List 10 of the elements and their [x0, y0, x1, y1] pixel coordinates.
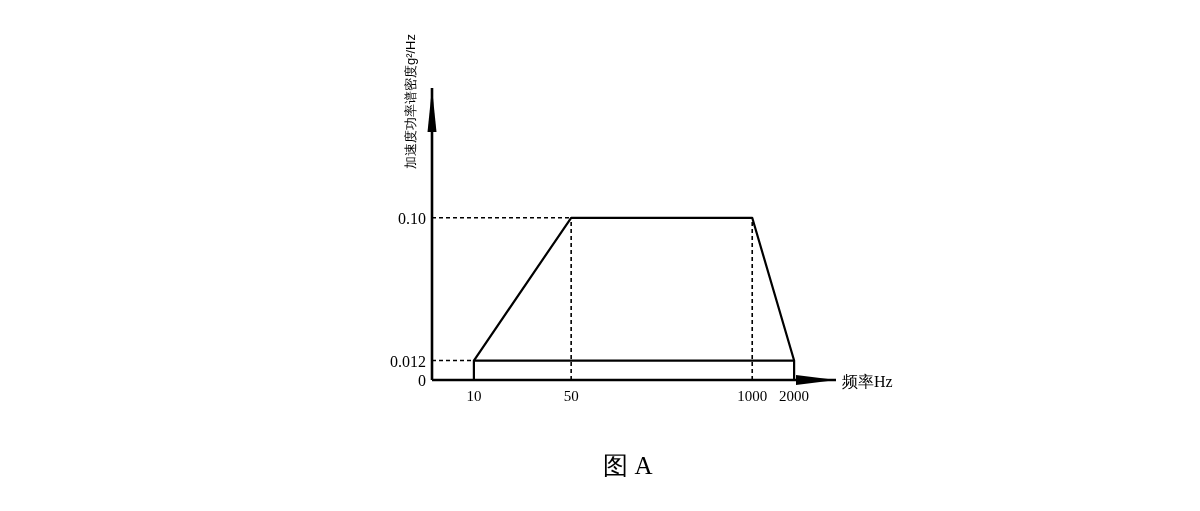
- caption: 图 A: [603, 452, 653, 479]
- x-tick-label: 1000: [737, 388, 768, 404]
- x-tick-label: 50: [563, 388, 579, 404]
- y-tick-label: 0.10: [398, 209, 426, 227]
- y-axis-title: 加速度功率谱密度g²/Hz: [403, 34, 418, 170]
- x-axis-title: 频率Hz: [842, 373, 893, 390]
- x-tick-label: 10: [466, 388, 482, 404]
- y-tick-label: 0.012: [390, 352, 426, 370]
- x-tick-label: 2000: [779, 388, 810, 404]
- y-tick-label: 0: [418, 372, 426, 389]
